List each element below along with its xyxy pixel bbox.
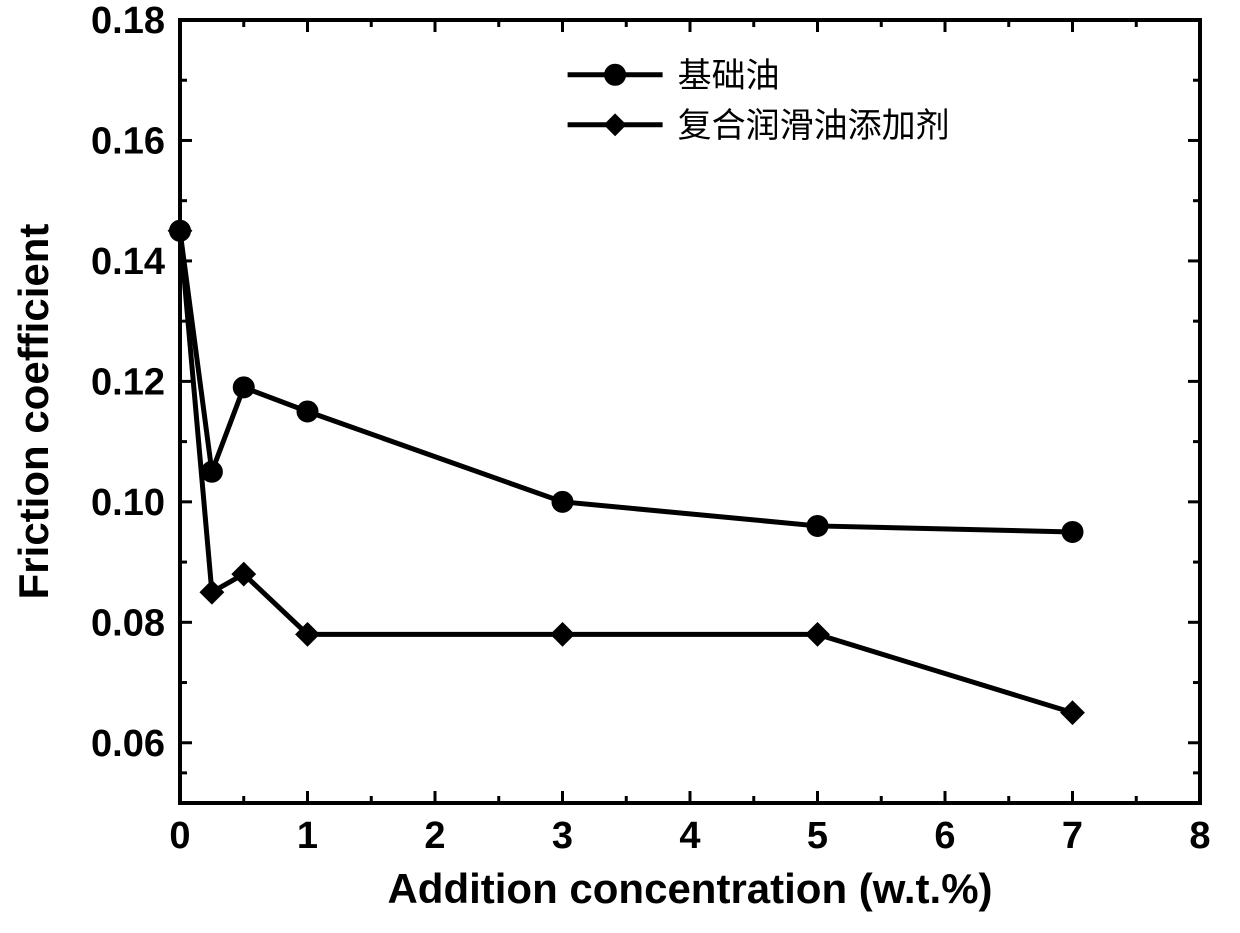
- y-tick-label: 0.08: [91, 602, 165, 644]
- y-tick-label: 0.12: [91, 361, 165, 403]
- x-tick-label: 3: [552, 815, 573, 857]
- y-tick-label: 0.18: [91, 0, 165, 42]
- x-tick-label: 6: [934, 815, 955, 857]
- y-axis-label: Friction coefficient: [10, 224, 57, 600]
- x-tick-label: 5: [807, 815, 828, 857]
- marker-base-oil: [298, 402, 318, 422]
- y-tick-label: 0.14: [91, 241, 165, 283]
- y-tick-label: 0.10: [91, 482, 165, 524]
- legend-label: 基础油: [678, 57, 780, 95]
- marker-base-oil: [553, 492, 573, 512]
- marker-base-oil: [234, 377, 254, 397]
- friction-chart: 0 1 2 3 4 5 6 7 8 0.06 0.08 0.10 0.12 0.14 0.16 0.18 Add…: [0, 0, 1240, 933]
- x-axis-label: Addition concentration (w.t.%): [387, 865, 992, 912]
- marker-base-oil: [1063, 522, 1083, 542]
- marker-base-oil: [808, 516, 828, 536]
- x-tick-label: 8: [1189, 815, 1210, 857]
- y-tick-label: 0.06: [91, 723, 165, 765]
- marker-base-oil: [202, 462, 222, 482]
- chart-svg: 0 1 2 3 4 5 6 7 8 0.06 0.08 0.10 0.12 0.14 0.16 0.18 Add…: [0, 0, 1240, 933]
- x-tick-label: 1: [297, 815, 318, 857]
- x-tick-label: 4: [679, 815, 700, 857]
- legend-label: 复合润滑油添加剂: [678, 107, 950, 145]
- x-tick-label: 7: [1062, 815, 1083, 857]
- y-tick-label: 0.16: [91, 120, 165, 162]
- x-tick-label: 0: [169, 815, 190, 857]
- legend-swatch-marker: [605, 65, 625, 85]
- x-tick-label: 2: [424, 815, 445, 857]
